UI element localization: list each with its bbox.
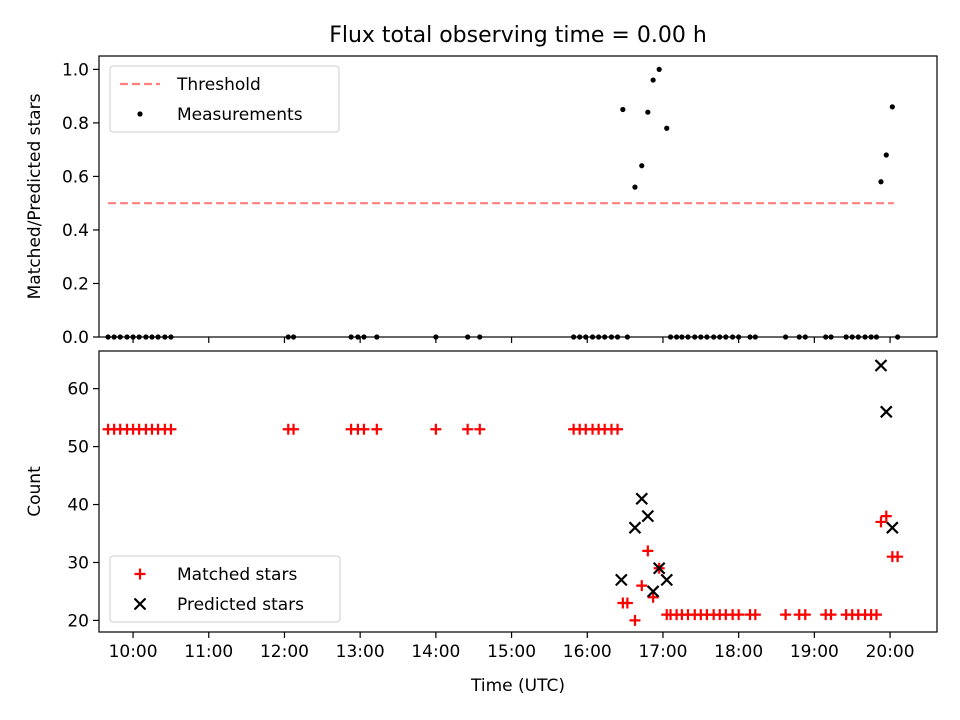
legend-swatch	[133, 597, 147, 611]
x-axis-label: Time (UTC)	[470, 676, 565, 696]
data-point	[647, 591, 659, 603]
data-point	[635, 492, 649, 506]
x-tick-label: 13:00	[336, 642, 385, 662]
data-point	[825, 609, 837, 621]
y-tick-label: 0.0	[62, 328, 89, 348]
x-tick-label: 11:00	[184, 642, 233, 662]
x-tick-label: 15:00	[487, 642, 536, 662]
y-axis-label: Count	[25, 466, 45, 517]
data-point	[878, 179, 884, 185]
data-point	[620, 106, 626, 113]
x-tick-label: 16:00	[563, 642, 612, 662]
y-axis-label: Matched/Predicted stars	[25, 93, 45, 299]
plot-frame	[98, 350, 938, 633]
x-tick-label: 18:00	[714, 642, 763, 662]
data-point	[462, 423, 474, 435]
y-tick-label: 0.6	[62, 167, 89, 187]
data-point	[889, 104, 895, 110]
data-point	[629, 614, 641, 626]
y-tick-label: 50	[67, 438, 89, 458]
data-point	[474, 423, 486, 435]
legend-item: Measurements	[137, 105, 303, 125]
y-tick-label: 0.2	[62, 274, 89, 294]
x-tick-label: 14:00	[411, 642, 460, 662]
data-point	[780, 609, 792, 621]
data-point	[430, 423, 442, 435]
legend-label: Predicted stars	[177, 595, 304, 615]
x-tick-label: 19:00	[790, 642, 839, 662]
data-point	[650, 77, 656, 83]
legend-box	[109, 65, 340, 133]
y-tick-label: 20	[67, 611, 89, 631]
legend: Threshold Measurements	[109, 65, 340, 133]
data-point	[799, 609, 811, 621]
data-point	[880, 405, 893, 419]
legend-label: Measurements	[177, 105, 303, 125]
data-point	[875, 516, 887, 528]
legend-item: Matched stars	[134, 565, 297, 585]
data-point	[874, 359, 888, 372]
data-point	[612, 423, 624, 435]
y-tick-label: 1.0	[62, 60, 89, 80]
legend-swatch	[137, 111, 143, 117]
data-point	[660, 573, 674, 587]
legend: Matched stars Predicted stars	[109, 555, 341, 623]
data-point	[615, 573, 628, 587]
data-point	[664, 125, 670, 131]
data-point	[165, 423, 177, 435]
data-point	[880, 510, 892, 522]
data-point	[749, 609, 761, 621]
legend-label: Threshold	[176, 75, 261, 95]
data-point	[656, 66, 662, 72]
x-tick-label: 12:00	[260, 642, 309, 662]
data-point	[358, 423, 370, 435]
data-point	[628, 521, 642, 534]
series-predicted-stars	[615, 359, 899, 598]
y-tick-label: 0.4	[62, 221, 89, 241]
data-point	[642, 545, 654, 557]
series-matched-stars	[102, 423, 904, 626]
legend-box	[109, 555, 341, 623]
data-point	[646, 585, 660, 598]
y-tick-label: 30	[67, 553, 89, 573]
plot-frame	[98, 55, 938, 338]
x-tick-label: 17:00	[638, 642, 687, 662]
data-point	[639, 163, 645, 169]
data-point	[883, 152, 889, 158]
data-point	[371, 423, 383, 435]
count-panel: 10:00 11:00 12:00 13:00 14:00 15:00 16:00 17:00…	[25, 350, 938, 696]
data-point	[636, 580, 648, 592]
data-point	[632, 184, 638, 190]
x-tick-label: 10:00	[109, 642, 158, 662]
data-point	[645, 109, 651, 115]
y-tick-label: 60	[67, 380, 89, 400]
x-tick-label: 20:00	[866, 642, 915, 662]
legend-item: Threshold	[120, 75, 261, 95]
chart-title: Flux total observing time = 0.00 h	[329, 23, 707, 48]
y-tick-label: 0.8	[62, 114, 89, 134]
data-point	[621, 597, 633, 609]
data-point	[870, 609, 882, 621]
data-point	[886, 521, 899, 534]
data-point	[733, 609, 745, 621]
legend-swatch	[134, 568, 146, 580]
data-point	[288, 423, 300, 435]
y-tick-label: 40	[67, 496, 89, 516]
data-point	[652, 561, 666, 575]
data-point	[892, 551, 904, 563]
legend-label: Matched stars	[177, 565, 297, 585]
data-point	[641, 509, 655, 523]
ratio-panel: 0.0 0.2 0.4 0.6 0.8 1.0 Matched/Predicted star…	[25, 55, 938, 348]
legend-item: Predicted stars	[133, 595, 304, 615]
